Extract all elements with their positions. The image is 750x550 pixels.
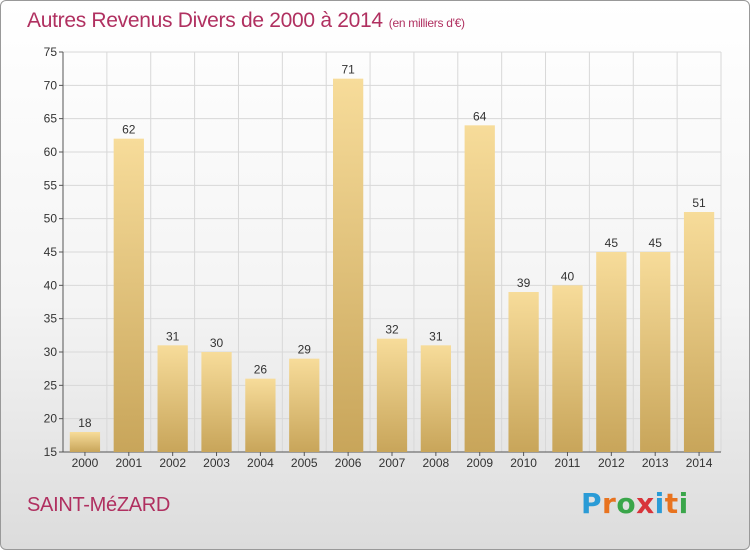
x-tick-label: 2005 [291,456,318,470]
x-tick-label: 2009 [466,456,493,470]
bar [683,212,715,452]
bar [596,252,627,452]
bar [113,138,144,452]
bar [69,432,101,452]
value-label: 39 [517,276,531,290]
value-label: 31 [429,329,443,343]
y-tick-label: 35 [44,312,58,326]
logo-letter: x [636,487,655,520]
x-tick-label: 2008 [423,456,450,470]
y-tick-label: 60 [44,145,58,159]
y-tick-label: 50 [44,212,58,226]
x-tick-label: 2007 [379,456,406,470]
x-tick-label: 2010 [510,456,537,470]
value-label: 32 [385,323,399,337]
value-label: 45 [649,236,663,250]
bar [245,378,276,452]
logo-letter: t [664,487,679,520]
x-tick-label: 2000 [72,456,99,470]
bar [552,285,583,452]
value-label: 64 [473,109,487,123]
bar [157,345,188,452]
value-label: 51 [692,196,706,210]
logo-letter: i [678,487,689,520]
labels: 15 20 25 30 35 40 45 50 55 60 65 70 75 18 2000 62 2001 31… [44,45,713,470]
y-tick-label: 15 [44,445,58,459]
y-tick-label: 75 [44,45,58,59]
y-tick-label: 70 [44,78,58,92]
y-tick-label: 45 [44,245,58,259]
logo-letter: r [602,487,617,520]
bar [289,358,320,452]
x-tick-label: 2002 [159,456,186,470]
value-label: 62 [122,123,136,137]
x-tick-label: 2014 [686,456,713,470]
x-tick-label: 2013 [642,456,669,470]
bar [508,292,539,452]
value-label: 31 [166,329,180,343]
proxiti-logo: Proxiti [581,487,689,520]
value-label: 18 [78,416,92,430]
bar [464,125,495,452]
bar [640,252,671,452]
logo-letter: i [654,487,665,520]
bar [332,78,364,453]
y-tick-label: 25 [44,378,58,392]
y-tick-label: 40 [44,278,58,292]
value-label: 71 [341,63,355,77]
y-tick-label: 30 [44,345,58,359]
chart-subtitle: (en milliers d'€) [388,16,465,30]
y-tick-label: 20 [44,412,58,426]
x-tick-label: 2012 [598,456,625,470]
y-tick-label: 65 [44,112,58,126]
y-tick-label: 55 [44,178,58,192]
bar [420,345,452,452]
x-tick-label: 2011 [555,456,581,470]
value-label: 40 [561,269,575,283]
logo-letter: P [581,487,603,520]
logo-letter: o [616,487,637,520]
value-label: 26 [254,363,268,377]
x-tick-label: 2004 [247,456,274,470]
value-label: 30 [210,336,224,350]
value-label: 29 [298,343,312,357]
value-label: 45 [605,236,619,250]
bar [376,338,408,452]
chart-title-text: Autres Revenus Divers de 2000 à 2014 [27,9,383,32]
x-tick-label: 2003 [203,456,230,470]
bars [69,78,715,453]
chart-title: Autres Revenus Divers de 2000 à 2014 (en … [27,9,465,33]
x-tick-label: 2006 [335,456,362,470]
bar [201,352,232,452]
city-name: SAINT-MéZARD [27,494,171,516]
x-tick-label: 2001 [115,456,142,470]
